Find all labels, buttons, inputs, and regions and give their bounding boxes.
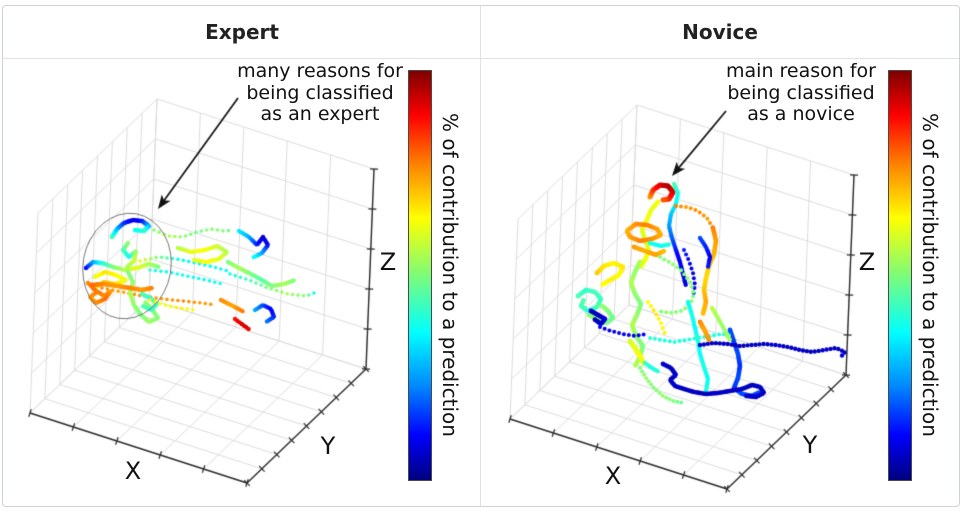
panel-divider xyxy=(480,6,481,506)
expert-colorbar-label: % of contribution to a prediction xyxy=(438,112,462,437)
expert-y-axis-label: Y xyxy=(320,432,336,460)
header-row: Expert Novice xyxy=(3,6,959,59)
novice-colorbar xyxy=(888,70,912,481)
panel-title-novice: Novice xyxy=(481,6,959,58)
expert-title-text: Expert xyxy=(205,20,279,44)
expert-x-axis-label: X xyxy=(124,457,142,485)
expert-colorbar xyxy=(408,70,432,481)
novice-colorbar-label: % of contribution to a prediction xyxy=(918,112,942,437)
novice-title-text: Novice xyxy=(682,20,758,44)
expert-annotation: many reasons for being classified as an … xyxy=(237,60,403,125)
panel-title-expert: Expert xyxy=(3,6,481,58)
novice-x-axis-label: X xyxy=(604,462,622,490)
novice-annotation: main reason for being classified as a no… xyxy=(726,60,876,125)
expert-z-axis-label: Z xyxy=(379,248,397,276)
novice-y-axis-label: Y xyxy=(802,431,818,459)
novice-z-axis-label: Z xyxy=(858,248,876,276)
